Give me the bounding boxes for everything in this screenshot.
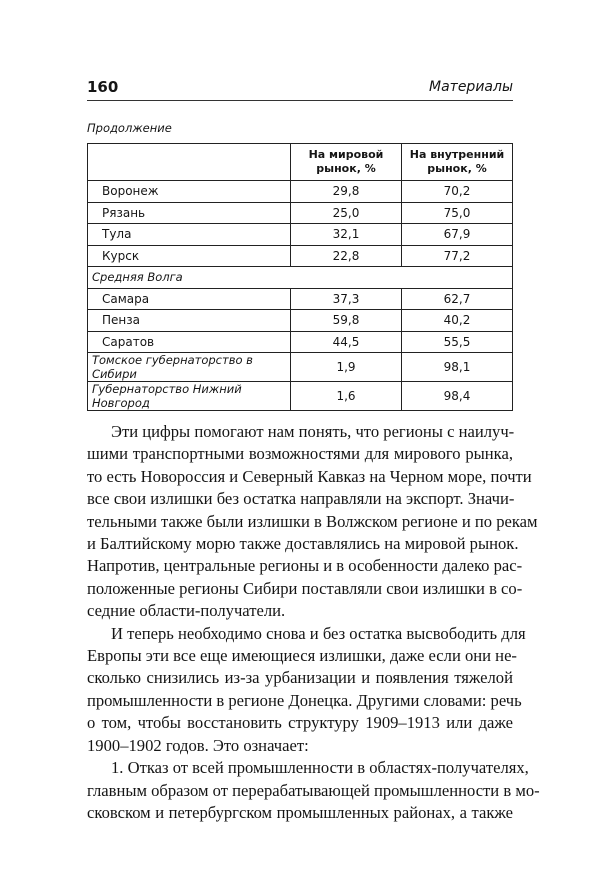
world-market-value: 1,6 (290, 381, 402, 411)
region-name: Губернаторство Нижний Новгород (87, 381, 291, 411)
world-market-value: 25,0 (290, 201, 402, 224)
text-line: о том, чтобы восстановить структуру 1909… (87, 713, 513, 733)
column-header: На внутренний рынок, % (401, 143, 513, 181)
text-line: положенные регионы Сибири поставляли сво… (87, 578, 523, 598)
text-line: 1900–1902 годов. Это означает: (87, 735, 309, 755)
column-header: На мировой рынок, % (290, 143, 402, 181)
table-row: Воронеж 29,8 70,2 (87, 180, 513, 203)
world-market-value: 22,8 (290, 244, 402, 267)
region-name: Тула (87, 223, 291, 246)
text-line: то есть Новороссия и Северный Кавказ на … (87, 466, 532, 486)
column-header (87, 143, 291, 181)
world-market-value: 44,5 (290, 330, 402, 353)
region-name: Пенза (87, 309, 291, 332)
text-line: Европы эти все еще имеющиеся излишки, да… (87, 646, 517, 666)
text-line: сколько снизились из-за урбанизации и по… (87, 668, 513, 688)
world-market-value: 59,8 (290, 309, 402, 332)
group-label: Средняя Волга (87, 266, 513, 289)
world-market-value: 37,3 (290, 287, 402, 310)
text-line: И теперь необходимо снова и без остатка … (111, 623, 526, 643)
text-line: и Балтийскому морю также доставлялись на… (87, 534, 519, 554)
domestic-market-value: 55,5 (401, 330, 513, 353)
domestic-market-value: 70,2 (401, 180, 513, 203)
region-name: Курск (87, 244, 291, 267)
world-market-value: 1,9 (290, 352, 402, 382)
region-name: Самара (87, 287, 291, 310)
region-name: Рязань (87, 201, 291, 224)
domestic-market-value: 98,4 (401, 381, 513, 411)
world-market-value: 32,1 (290, 223, 402, 246)
text-line: сковском и петербургском промышленных ра… (87, 802, 513, 822)
text-line: тельными также были излишки в Волжском р… (87, 511, 538, 531)
section-title: Материалы (429, 79, 513, 95)
text-line: 1. Отказ от всей промышленности в област… (111, 758, 529, 778)
region-name: Томское губернаторство в Сибири (87, 352, 291, 382)
domestic-market-value: 67,9 (401, 223, 513, 246)
text-line: все свои излишки без остатка направляли … (87, 489, 515, 509)
table-row: Самара 37,3 62,7 (87, 287, 513, 310)
table-row: Тула 32,1 67,9 (87, 223, 513, 246)
table-row: Губернаторство Нижний Новгород 1,6 98,4 (87, 381, 513, 411)
domestic-market-value: 62,7 (401, 287, 513, 310)
text-line: Эти цифры помогают нам понять, что регио… (111, 422, 515, 441)
table-row: Томское губернаторство в Сибири 1,9 98,1 (87, 352, 513, 382)
text-line: Напротив, центральные регионы и в особен… (87, 556, 523, 576)
export-share-table: На мировой рынок, % На внутренний рынок,… (87, 143, 513, 411)
table-caption: Продолжение (87, 121, 172, 135)
domestic-market-value: 77,2 (401, 244, 513, 267)
world-market-value: 29,8 (290, 180, 402, 203)
text-line: промышленности в регионе Донецка. Другим… (87, 690, 522, 710)
domestic-market-value: 98,1 (401, 352, 513, 382)
page-number: 160 (87, 78, 119, 96)
table-row: Саратов 44,5 55,5 (87, 330, 513, 353)
domestic-market-value: 40,2 (401, 309, 513, 332)
running-header: 160 Материалы (87, 78, 513, 101)
text-line: главным образом от перерабатывающей пром… (87, 780, 540, 800)
body-text: Эти цифры помогают нам понять, что регио… (87, 421, 540, 824)
text-line: седние области-получатели. (87, 601, 286, 621)
table-row: Курск 22,8 77,2 (87, 244, 513, 267)
table-row: Рязань 25,0 75,0 (87, 201, 513, 224)
region-name: Воронеж (87, 180, 291, 203)
table-row: Средняя Волга (87, 266, 513, 289)
domestic-market-value: 75,0 (401, 201, 513, 224)
table-row: Пенза 59,8 40,2 (87, 309, 513, 332)
region-name: Саратов (87, 330, 291, 353)
text-line: шими транспортными возможностями для мир… (87, 444, 513, 464)
